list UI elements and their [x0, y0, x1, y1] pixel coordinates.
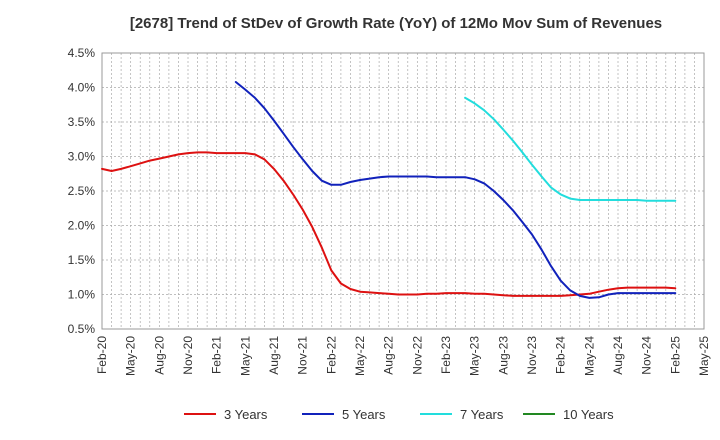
y-tick-label: 4.5% — [68, 46, 96, 60]
x-tick-label: Feb-22 — [324, 336, 338, 374]
x-tick-label: Aug-24 — [611, 336, 625, 375]
legend: 3 Years 5 Years 7 Years 10 Years — [184, 407, 614, 422]
x-tick-label: Aug-20 — [152, 336, 166, 375]
y-tick-label: 3.0% — [68, 150, 96, 164]
x-tick-label: May-25 — [697, 336, 711, 376]
legend-label-7-years: 7 Years — [460, 407, 504, 422]
x-tick-label: Feb-25 — [668, 336, 682, 374]
y-tick-label: 1.0% — [68, 288, 96, 302]
x-tick-label: Feb-21 — [210, 336, 224, 374]
legend-label-5-years: 5 Years — [342, 407, 386, 422]
x-tick-label: May-24 — [582, 336, 596, 376]
series-line-7-years — [464, 96, 677, 202]
y-axis-ticks: 0.5% 1.0% 1.5% 2.0% 2.5% 3.0% 3.5% 4.0% 4.5% — [68, 46, 96, 336]
y-tick-label: 2.5% — [68, 184, 96, 198]
x-tick-label: Aug-22 — [382, 336, 396, 375]
series-line-3-years — [101, 151, 677, 297]
y-tick-label: 1.5% — [68, 253, 96, 267]
x-tick-label: Feb-20 — [95, 336, 109, 374]
x-tick-label: Nov-21 — [296, 336, 310, 375]
x-tick-label: Nov-24 — [640, 336, 654, 375]
x-tick-label: Feb-24 — [554, 336, 568, 374]
series-lines — [101, 81, 677, 299]
x-axis-ticks: Feb-20 May-20 Aug-20 Nov-20 Feb-21 May-21 Aug-… — [95, 336, 711, 376]
x-tick-label: May-21 — [238, 336, 252, 376]
chart-title: [2678] Trend of StDev of Growth Rate (Yo… — [130, 15, 662, 32]
series-line-5-years — [234, 81, 677, 299]
x-tick-label: Feb-23 — [439, 336, 453, 374]
y-tick-label: 3.5% — [68, 115, 96, 129]
y-tick-label: 2.0% — [68, 219, 96, 233]
x-tick-label: Aug-23 — [496, 336, 510, 375]
x-tick-label: May-22 — [353, 336, 367, 376]
legend-label-10-years: 10 Years — [563, 407, 614, 422]
plot-frame — [101, 52, 705, 330]
x-tick-label: Aug-21 — [267, 336, 281, 375]
x-tick-label: May-20 — [124, 336, 138, 376]
y-tick-label: 4.0% — [68, 81, 96, 95]
grid — [101, 52, 705, 330]
x-tick-label: May-23 — [468, 336, 482, 376]
x-tick-label: Nov-20 — [181, 336, 195, 375]
x-tick-label: Nov-22 — [410, 336, 424, 375]
legend-label-3-years: 3 Years — [224, 407, 268, 422]
x-tick-label: Nov-23 — [525, 336, 539, 375]
y-tick-label: 0.5% — [68, 322, 96, 336]
